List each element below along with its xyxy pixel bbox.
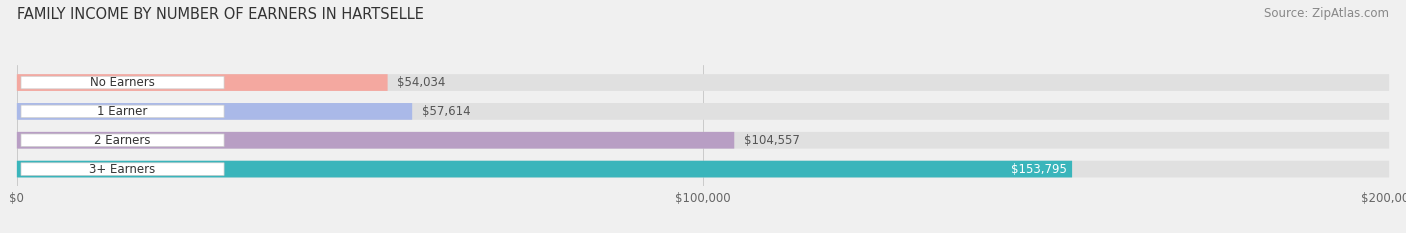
- FancyBboxPatch shape: [17, 161, 1073, 178]
- Text: $54,034: $54,034: [398, 76, 446, 89]
- Text: FAMILY INCOME BY NUMBER OF EARNERS IN HARTSELLE: FAMILY INCOME BY NUMBER OF EARNERS IN HA…: [17, 7, 423, 22]
- FancyBboxPatch shape: [21, 76, 224, 89]
- Text: 1 Earner: 1 Earner: [97, 105, 148, 118]
- Text: No Earners: No Earners: [90, 76, 155, 89]
- FancyBboxPatch shape: [17, 132, 734, 149]
- FancyBboxPatch shape: [21, 105, 224, 118]
- FancyBboxPatch shape: [17, 103, 1389, 120]
- Text: 3+ Earners: 3+ Earners: [90, 163, 156, 176]
- Text: $104,557: $104,557: [744, 134, 800, 147]
- FancyBboxPatch shape: [17, 132, 1389, 149]
- Text: $57,614: $57,614: [422, 105, 471, 118]
- FancyBboxPatch shape: [17, 74, 388, 91]
- FancyBboxPatch shape: [17, 103, 412, 120]
- Text: 2 Earners: 2 Earners: [94, 134, 150, 147]
- Text: $153,795: $153,795: [1011, 163, 1067, 176]
- FancyBboxPatch shape: [17, 74, 1389, 91]
- Text: Source: ZipAtlas.com: Source: ZipAtlas.com: [1264, 7, 1389, 20]
- FancyBboxPatch shape: [21, 163, 224, 175]
- FancyBboxPatch shape: [21, 134, 224, 147]
- FancyBboxPatch shape: [17, 161, 1389, 178]
